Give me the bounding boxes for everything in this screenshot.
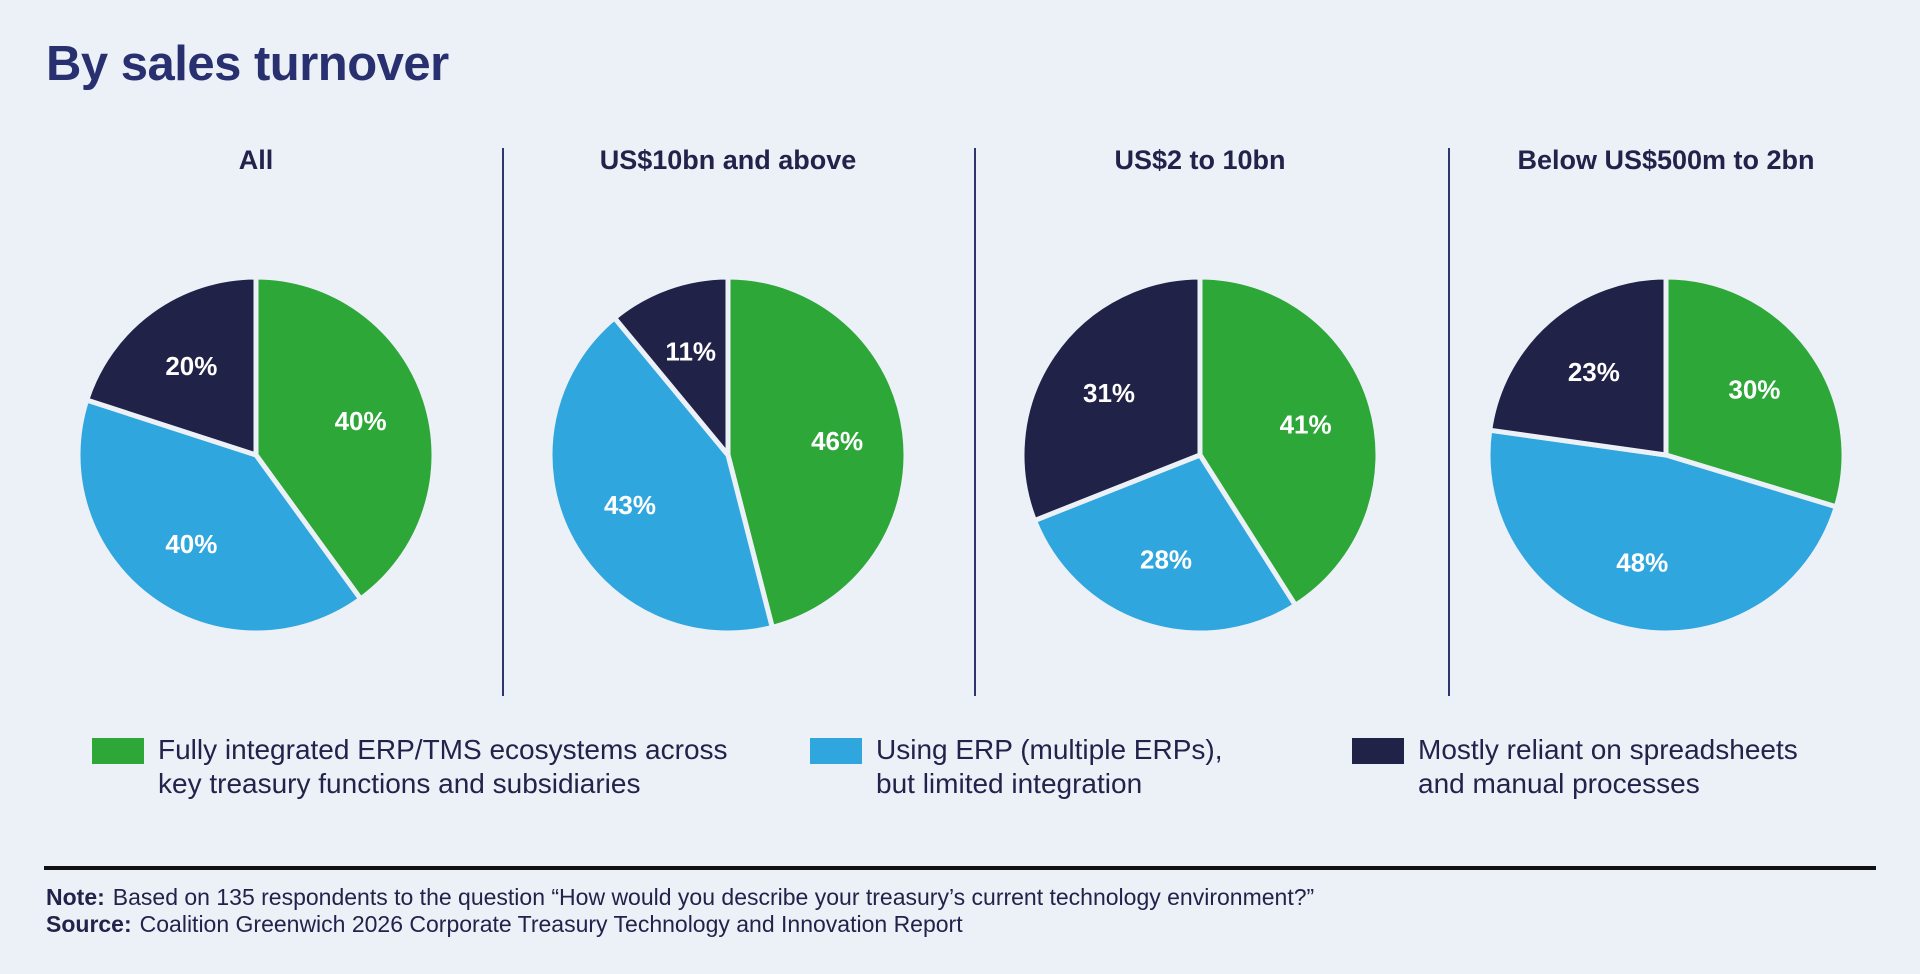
legend-label: Mostly reliant on spreadsheets and manua…: [1418, 733, 1920, 801]
pie-chart-10bn-and-above: 46% 43% 11%: [547, 274, 909, 636]
source-label: Source:: [46, 911, 132, 937]
slice-data-label: 48%: [1616, 547, 1668, 577]
source-text: Coalition Greenwich 2026 Corporate Treas…: [139, 911, 963, 937]
pie-panel-below-500m-to-2bn: Below US$500m to 2bn 30% 48% 23%: [1430, 140, 1902, 700]
legend-label-line: and manual processes: [1418, 768, 1700, 799]
legend-label-line: Fully integrated ERP/TMS ecosystems acro…: [158, 734, 728, 765]
footer-divider: [44, 866, 1876, 870]
pie-title: Below US$500m to 2bn: [1517, 145, 1815, 175]
legend-label-line: Using ERP (multiple ERPs),: [876, 734, 1223, 765]
panel-divider: [1448, 148, 1450, 696]
slice-manual: [1487, 274, 1669, 458]
slice-fully-integrated: [1663, 274, 1847, 510]
slice-data-label: 41%: [1280, 409, 1332, 439]
pie-panel-all: All 40% 40% 20%: [20, 140, 492, 700]
legend-label: Fully integrated ERP/TMS ecosystems acro…: [158, 733, 758, 801]
pie-chart-all: 40% 40% 20%: [75, 274, 437, 636]
legend-swatch: [1352, 738, 1404, 764]
slice-data-label: 20%: [165, 351, 217, 381]
pie-title: US$10bn and above: [599, 145, 857, 175]
legend-label-line: but limited integration: [876, 768, 1143, 799]
slice-using-erp: [547, 315, 775, 636]
chart-legend: Fully integrated ERP/TMS ecosystems acro…: [0, 733, 1920, 813]
note-text: Based on 135 respondents to the question…: [112, 884, 1315, 910]
slice-manual: [612, 274, 731, 458]
slice-using-erp: [1485, 427, 1839, 636]
pie-title: All: [238, 145, 274, 175]
pie-panel-2-to-10bn: US$2 to 10bn 41% 28% 31%: [964, 140, 1436, 700]
legend-swatch: [810, 738, 862, 764]
slice-data-label: 43%: [604, 490, 656, 520]
slice-data-label: 30%: [1728, 375, 1780, 405]
pie-panel-10bn-and-above: US$10bn and above 46% 43% 11%: [492, 140, 964, 700]
pie-chart-below-500m-to-2bn: 30% 48% 23%: [1485, 274, 1847, 636]
slice-using-erp: [1031, 452, 1298, 636]
page-title: By sales turnover: [46, 37, 449, 91]
slice-data-label: 46%: [811, 426, 863, 456]
slice-manual: [84, 274, 259, 458]
pie-title: US$2 to 10bn: [1114, 145, 1286, 175]
slice-data-label: 40%: [335, 406, 387, 436]
slice-data-label: 28%: [1140, 545, 1192, 575]
slice-fully-integrated: [253, 274, 437, 602]
slice-data-label: 31%: [1083, 378, 1135, 408]
slice-fully-integrated: [725, 274, 909, 630]
slice-data-label: 23%: [1568, 357, 1620, 387]
slice-data-label: 40%: [165, 529, 217, 559]
slice-using-erp: [75, 397, 364, 636]
legend-label: Using ERP (multiple ERPs), but limited i…: [876, 733, 1476, 801]
slice-data-label: 11%: [665, 337, 716, 367]
panel-divider: [974, 148, 976, 696]
panel-divider: [502, 148, 504, 696]
legend-label-line: key treasury functions and subsidiaries: [158, 768, 641, 799]
pie-chart-2-to-10bn: 41% 28% 31%: [1019, 274, 1381, 636]
note: Note: Based on 135 respondents to the que…: [46, 884, 1314, 911]
source: Source: Coalition Greenwich 2026 Corporat…: [46, 911, 963, 938]
slice-manual: [1019, 274, 1203, 524]
note-label: Note:: [46, 884, 105, 910]
legend-label-line: Mostly reliant on spreadsheets: [1418, 734, 1798, 765]
legend-swatch: [92, 738, 144, 764]
